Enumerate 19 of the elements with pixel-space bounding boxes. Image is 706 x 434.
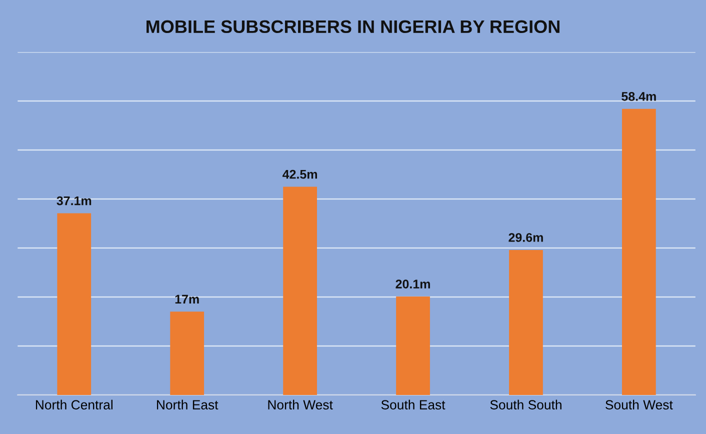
- data-label: 58.4m: [622, 92, 656, 101]
- x-tick-label: South South: [490, 400, 562, 410]
- data-label: 37.1m: [56, 196, 92, 206]
- bar: [396, 296, 430, 395]
- bar: [509, 250, 543, 395]
- bar: [622, 108, 656, 395]
- x-tick-label: South West: [606, 400, 673, 410]
- data-label: 42.5m: [282, 170, 317, 179]
- data-label: 17m: [175, 294, 199, 304]
- x-tick-label: South East: [381, 400, 446, 410]
- chart-title: MOBILE SUBSCRIBERS IN NIGERIA BY REGION: [146, 20, 560, 34]
- x-tick-label: North East: [157, 400, 218, 410]
- bar: [170, 312, 204, 395]
- bar: [57, 213, 92, 395]
- bar: [283, 186, 317, 395]
- x-tick-label: North West: [268, 400, 333, 410]
- data-label: 20.1m: [396, 280, 430, 288]
- data-label: 29.6m: [508, 233, 543, 242]
- x-tick-label: North Central: [36, 400, 112, 410]
